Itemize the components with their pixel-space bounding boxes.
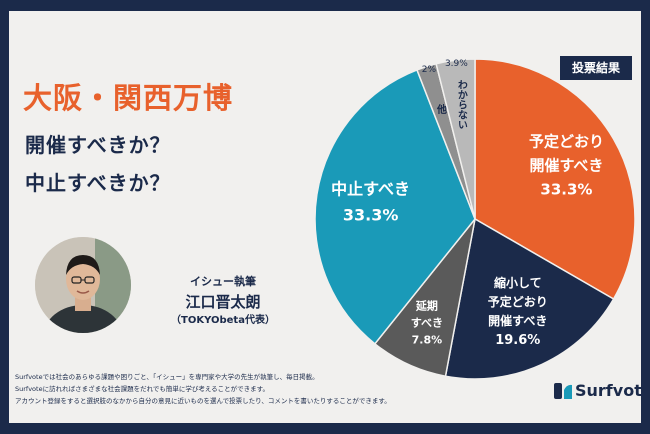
author-avatar	[35, 237, 131, 333]
author-role: イシュー執筆	[190, 275, 256, 288]
slice-percent: 2%	[422, 65, 437, 75]
pie-slice	[444, 217, 615, 380]
pie-slice	[314, 68, 476, 345]
slice-name: 予定どおり	[488, 294, 548, 309]
slice-percent: 33.3%	[540, 181, 592, 199]
footer-note-3: アカウント登録をすると選択肢のなかから自分の意見に近いものを選んで投票したり、コ…	[15, 397, 391, 405]
slice-label: わからない 3.9%	[445, 59, 468, 130]
question-hold: 開催すべきか？	[25, 133, 171, 157]
slice-name: わからない	[455, 79, 467, 129]
slice-name: 延期	[415, 299, 438, 313]
slice-name: 予定どおり	[529, 133, 604, 151]
slice-percent: 33.3%	[343, 205, 399, 224]
slice-percent: 19.6%	[495, 333, 540, 348]
person-photo-icon	[35, 237, 131, 333]
slice-label: 中止すべき 33.3%	[331, 179, 410, 224]
slice-name: 縮小して	[494, 275, 542, 290]
slice-name: すべき	[411, 317, 443, 330]
brand-name: Surfvote	[575, 381, 641, 400]
slice-name: 中止すべき	[331, 179, 410, 198]
slice-percent: 3.9%	[445, 59, 468, 69]
footer-note-1: Surfvoteでは社会のあらゆる課題や困りごと、「イシュー」を専門家や大学の先…	[15, 373, 319, 381]
card: 大阪・関西万博 開催すべきか？ 中止すべきか？ イシュー執筆 江口晋太朗 （TO…	[9, 11, 641, 423]
pie-slice	[474, 58, 636, 301]
question-cancel: 中止すべきか？	[25, 171, 171, 195]
slice-label: 他 2%	[422, 65, 448, 115]
surfvote-logo: Surfvote	[553, 381, 641, 401]
slice-percent: 7.8%	[412, 334, 443, 347]
slice-name: 他	[435, 103, 448, 115]
results-badge: 投票結果	[560, 56, 632, 80]
slice-name: 開催すべき	[529, 157, 603, 175]
slice-name: 開催すべき	[488, 313, 547, 328]
author-affiliation: （TOKYObeta代表）	[171, 315, 275, 326]
page-title: 大阪・関西万博	[23, 81, 234, 115]
pie-slice	[435, 58, 476, 220]
surfvote-logo-icon	[554, 383, 572, 399]
pie-chart: 予定どおり開催すべき33.3%縮小して予定どおり開催すべき19.6%延期すべき7…	[314, 58, 636, 380]
author-name: 江口晋太朗	[185, 293, 261, 311]
footer-note-2: Surfvoteに訪れればさまざまな社会課題をだれでも簡単に学び考えることができ…	[15, 385, 270, 393]
